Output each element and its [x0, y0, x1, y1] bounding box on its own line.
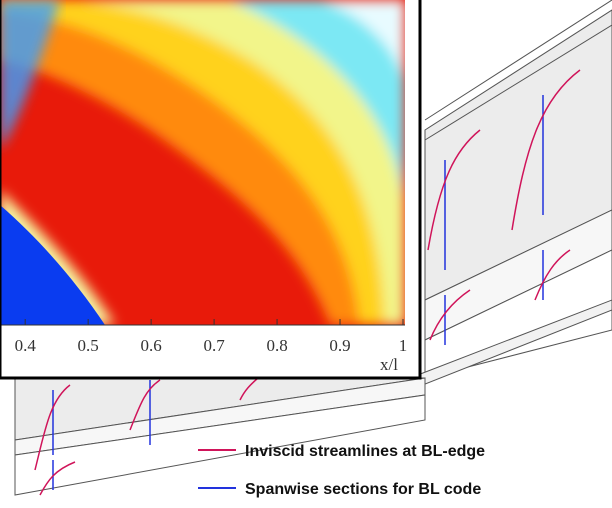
x-tick-label: 0.4 [15, 336, 37, 355]
legend-label: Spanwise sections for BL code [245, 481, 481, 498]
contour-field [0, 0, 405, 325]
legend-label: Inviscid streamlines at BL-edge [245, 443, 485, 460]
x-tick-label: 0.5 [78, 336, 99, 355]
x-tick-label: 0.6 [141, 336, 162, 355]
x-tick-label: 0.9 [329, 336, 350, 355]
wing-lines [34, 69, 581, 496]
x-axis-label: x/l [380, 355, 398, 374]
x-tick-label: 1 [399, 336, 408, 355]
wing-drawing [14, 0, 612, 496]
x-tick-label: 0.8 [266, 336, 287, 355]
inset-border [0, 0, 422, 380]
x-tick-label: 0.7 [203, 336, 225, 355]
